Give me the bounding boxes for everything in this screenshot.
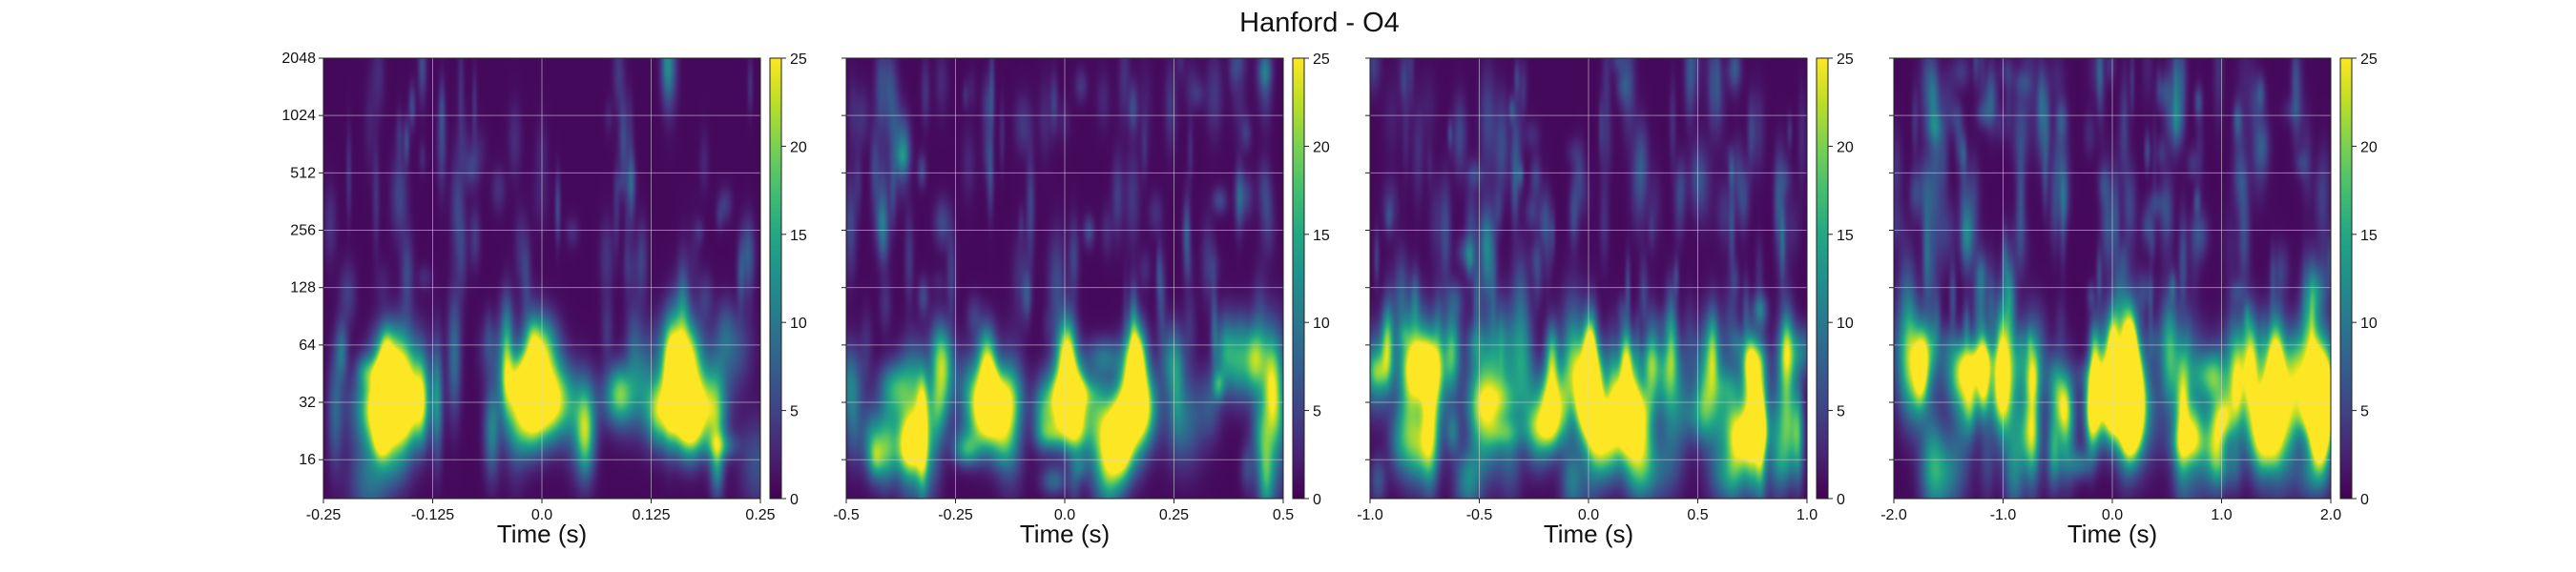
spectrogram-panel-3: -1.0 -0.5 0.0 0.5 1.0 Time (s) 0 5 10 15 20 25 [1357, 51, 1854, 548]
spectrogram-panel-1: 16 32 64 128 256 512 1024 2048 -0.25 -0.125 0.0 0.1… [281, 51, 806, 548]
colorbar [1816, 57, 1829, 500]
colorbar-tick-label: 0 [1313, 492, 1321, 508]
x-axis-label: Time (s) [2067, 520, 2157, 548]
x-tick-label: -1.0 [1990, 507, 2017, 523]
colorbar-tick-label: 10 [1313, 316, 1330, 332]
x-tick-label: -1.0 [1357, 507, 1383, 523]
x-tick-label: -0.5 [833, 507, 860, 523]
colorbar [2339, 57, 2353, 500]
x-tick-label: 0.0 [531, 507, 552, 523]
x-axis-label: Time (s) [497, 520, 587, 548]
x-tick-label: 2.0 [2320, 507, 2341, 523]
y-tick-label: 256 [290, 223, 316, 239]
figure-title: Hanford - O4 [1239, 8, 1400, 38]
colorbar [769, 57, 782, 500]
y-tick-label: 2048 [281, 51, 316, 67]
colorbar-tick-label: 25 [1837, 51, 1854, 68]
colorbar-tick-label: 0 [2360, 492, 2369, 508]
colorbar-tick-label: 20 [2360, 139, 2378, 155]
colorbar-tick-label: 5 [2360, 404, 2369, 420]
x-tick-label: -0.25 [938, 507, 973, 523]
colorbar-tick-label: 20 [1313, 139, 1330, 155]
colorbar-tick-label: 0 [790, 492, 799, 508]
plot-frame [845, 57, 1284, 500]
colorbar-tick-label: 10 [1837, 316, 1854, 332]
x-tick-label: 0.5 [1273, 507, 1294, 523]
colorbar-tick-label: 5 [1837, 404, 1845, 420]
colorbar-tick-label: 20 [1837, 139, 1854, 155]
y-tick-label: 128 [290, 280, 316, 296]
plot-frame [1893, 57, 2332, 500]
colorbar-tick-label: 10 [2360, 316, 2378, 332]
x-tick-label: 0.25 [745, 507, 775, 523]
x-tick-label: 0.125 [632, 507, 670, 523]
colorbar-tick-label: 15 [1837, 228, 1854, 244]
colorbar-tick-label: 15 [790, 228, 807, 244]
x-tick-label: 1.0 [2211, 507, 2232, 523]
colorbar-tick-label: 25 [1313, 51, 1330, 68]
plot-frame [1369, 57, 1808, 500]
colorbar-tick-label: 25 [790, 51, 807, 68]
x-tick-label: -0.125 [411, 507, 454, 523]
colorbar-tick-label: 20 [790, 139, 807, 155]
colorbar-tick-label: 10 [790, 316, 807, 332]
x-tick-label: 1.0 [1797, 507, 1818, 523]
x-axis-label: Time (s) [1020, 520, 1110, 548]
x-tick-label: 0.0 [1054, 507, 1075, 523]
x-tick-label: 0.5 [1687, 507, 1708, 523]
y-tick-label: 32 [299, 395, 316, 411]
y-tick-label: 16 [299, 452, 316, 468]
colorbar [1292, 57, 1305, 500]
colorbar-tick-label: 0 [1837, 492, 1845, 508]
panels: 16 32 64 128 256 512 1024 2048 -0.25 -0.125 0.0 0.1… [281, 51, 2377, 548]
colorbar-tick-label: 5 [1313, 404, 1321, 420]
y-tick-label: 64 [299, 337, 316, 354]
y-tick-label: 512 [290, 165, 316, 181]
colorbar-tick-label: 25 [2360, 51, 2378, 68]
x-axis-label: Time (s) [1544, 520, 1633, 548]
colorbar-tick-label: 5 [790, 404, 799, 420]
x-tick-label: 0.25 [1159, 507, 1189, 523]
x-tick-label: -0.25 [306, 507, 342, 523]
plot-frame [322, 57, 761, 500]
colorbar-tick-label: 15 [2360, 228, 2378, 244]
x-tick-label: 0.0 [2102, 507, 2123, 523]
y-tick-label: 1024 [281, 108, 316, 124]
spectrogram-panel-2: -0.5 -0.25 0.0 0.25 0.5 Time (s) 0 5 10 15 20 25 [833, 51, 1330, 548]
x-tick-label: -2.0 [1880, 507, 1907, 523]
x-tick-label: 0.0 [1578, 507, 1599, 523]
spectrogram-panel-4: -2.0 -1.0 0.0 1.0 2.0 Time (s) 0 5 10 15 20 25 [1880, 51, 2378, 548]
colorbar-tick-label: 15 [1313, 228, 1330, 244]
x-tick-label: -0.5 [1466, 507, 1493, 523]
